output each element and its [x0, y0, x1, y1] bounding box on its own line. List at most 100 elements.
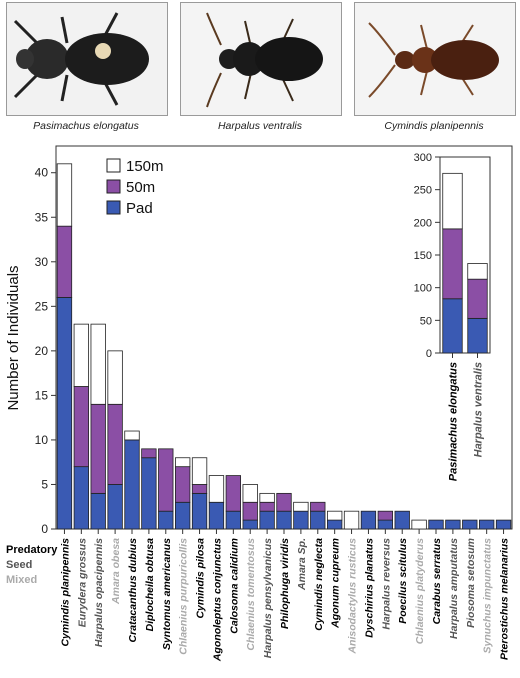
legend-label-150m: 150m	[126, 158, 164, 175]
legend-swatch-Pad	[106, 200, 121, 215]
main-bar-Pad	[293, 510, 309, 530]
main-bar-Pad	[462, 519, 478, 530]
main-bar-Pad	[175, 501, 191, 530]
main-bar-Pad	[259, 510, 275, 530]
inset-bar-50m	[467, 278, 488, 319]
main-bar-150m	[343, 510, 360, 530]
main-bar-Pad	[90, 492, 106, 530]
inset-ytick-label: 0	[426, 348, 432, 360]
main-bar-150m	[107, 350, 123, 405]
main-bar-150m	[191, 457, 208, 485]
main-bar-Pad	[310, 510, 326, 530]
main-category-label: Amara Sp.	[296, 538, 308, 591]
main-category-label: Cymindis neglecta	[313, 538, 325, 631]
inset-bar-Pad	[442, 298, 463, 354]
main-bar-Pad	[124, 439, 140, 530]
inset-ytick-label: 100	[414, 283, 432, 295]
main-bar-150m	[327, 510, 343, 521]
main-bar-50m	[191, 484, 208, 494]
main-bar-Pad	[225, 510, 241, 530]
main-category-label: Pterostichus melanarius	[499, 538, 511, 660]
main-bar-50m	[259, 501, 275, 512]
main-bar-50m	[175, 466, 191, 503]
main-bar-150m	[175, 457, 191, 468]
main-category-label: Agonum cupreum	[330, 538, 342, 629]
inset-bar-50m	[442, 228, 463, 300]
main-category-label: Diplocheila obtusa	[144, 538, 156, 632]
main-bar-Pad	[56, 297, 73, 530]
main-category-label: Chlaenius purpuricollis	[178, 538, 190, 655]
main-category-label: Eurydera grossus	[76, 538, 88, 627]
main-bar-Pad	[73, 466, 89, 530]
main-category-label: Agonoleptus conjunctus	[211, 538, 223, 662]
feeding-legend-mixed: Mixed	[6, 574, 38, 586]
main-category-label: Poecilus scitulus	[397, 538, 409, 624]
feeding-legend-seed: Seed	[6, 559, 33, 571]
main-category-label: Cymindis planipennis	[59, 538, 71, 647]
main-bar-Pad	[495, 519, 512, 530]
photo-cymindis-planipennis	[354, 2, 516, 116]
main-bar-50m	[242, 501, 258, 521]
main-bar-50m	[107, 403, 123, 485]
main-bar-Pad	[377, 519, 393, 530]
inset-bar-150m	[467, 263, 488, 280]
main-category-label: Syntomus americanus	[161, 538, 173, 650]
inset-ytick-label: 50	[420, 315, 432, 327]
main-bar-Pad	[445, 519, 461, 530]
main-ytick-label: 25	[35, 299, 49, 313]
main-bar-Pad	[242, 519, 258, 530]
main-bar-150m	[56, 163, 73, 227]
feeding-legend-predatory: Predatory	[6, 544, 58, 556]
main-category-label: Amara obesa	[110, 538, 122, 605]
main-bar-Pad	[394, 510, 410, 530]
main-category-label: Harpalus amputatus	[448, 538, 460, 639]
main-bar-50m	[276, 492, 292, 512]
main-bar-Pad	[208, 501, 225, 530]
main-category-label: Dyschirius planatus	[363, 538, 375, 638]
main-ytick-label: 0	[41, 522, 48, 536]
main-bar-150m	[73, 323, 89, 387]
inset-category-label: Pasimachus elongatus	[448, 362, 460, 481]
beetle-photo-cymindis	[355, 3, 515, 115]
inset-ytick-label: 300	[414, 152, 432, 164]
main-category-label: Synuchus impunctatus	[482, 538, 494, 654]
main-bar-Pad	[479, 519, 495, 530]
main-bar-150m	[293, 501, 309, 512]
main-bar-Pad	[141, 457, 157, 530]
y-axis-label: Number of Individuals	[5, 265, 22, 410]
main-category-label: Carabus serratus	[431, 538, 443, 625]
main-category-label: Philophuga viridis	[279, 538, 291, 629]
main-bar-Pad	[428, 519, 444, 530]
main-bar-50m	[377, 510, 393, 521]
main-category-label: Piosoma setosum	[465, 538, 477, 628]
main-bar-50m	[90, 403, 106, 494]
main-bar-Pad	[327, 519, 343, 530]
main-category-label: Calosoma calidium	[228, 538, 240, 634]
main-bar-Pad	[191, 492, 208, 530]
inset-ytick-label: 250	[414, 185, 432, 197]
main-category-label: Anisodactylus rusticus	[347, 538, 359, 655]
inset-ytick-label: 200	[414, 217, 432, 229]
legend-label-Pad: Pad	[126, 200, 153, 217]
inset-bar-Pad	[467, 317, 488, 354]
main-bar-Pad	[276, 510, 292, 530]
main-bar-150m	[90, 323, 106, 405]
main-ytick-label: 5	[41, 477, 48, 491]
main-bar-150m	[124, 430, 140, 441]
main-category-label: Cratacanthus dubius	[127, 538, 139, 643]
main-bar-Pad	[360, 510, 377, 530]
main-category-label: Chlaenius tomentosus	[245, 538, 257, 651]
main-bar-50m	[73, 386, 89, 468]
caption-pasimachus: Pasimachus elongatus	[33, 120, 139, 132]
main-bar-50m	[310, 501, 326, 512]
legend-swatch-50m	[106, 179, 121, 194]
photo-harpalus-ventralis	[180, 2, 342, 116]
legend-label-50m: 50m	[126, 179, 155, 196]
main-category-label: Harpalus opacipennis	[93, 538, 105, 647]
beetle-photo-harpalus	[181, 3, 341, 115]
main-ytick-label: 40	[35, 166, 49, 180]
main-ytick-label: 30	[35, 255, 49, 269]
caption-harpalus: Harpalus ventralis	[217, 120, 303, 132]
inset-ytick-label: 150	[414, 250, 432, 262]
main-bar-50m	[141, 448, 157, 459]
